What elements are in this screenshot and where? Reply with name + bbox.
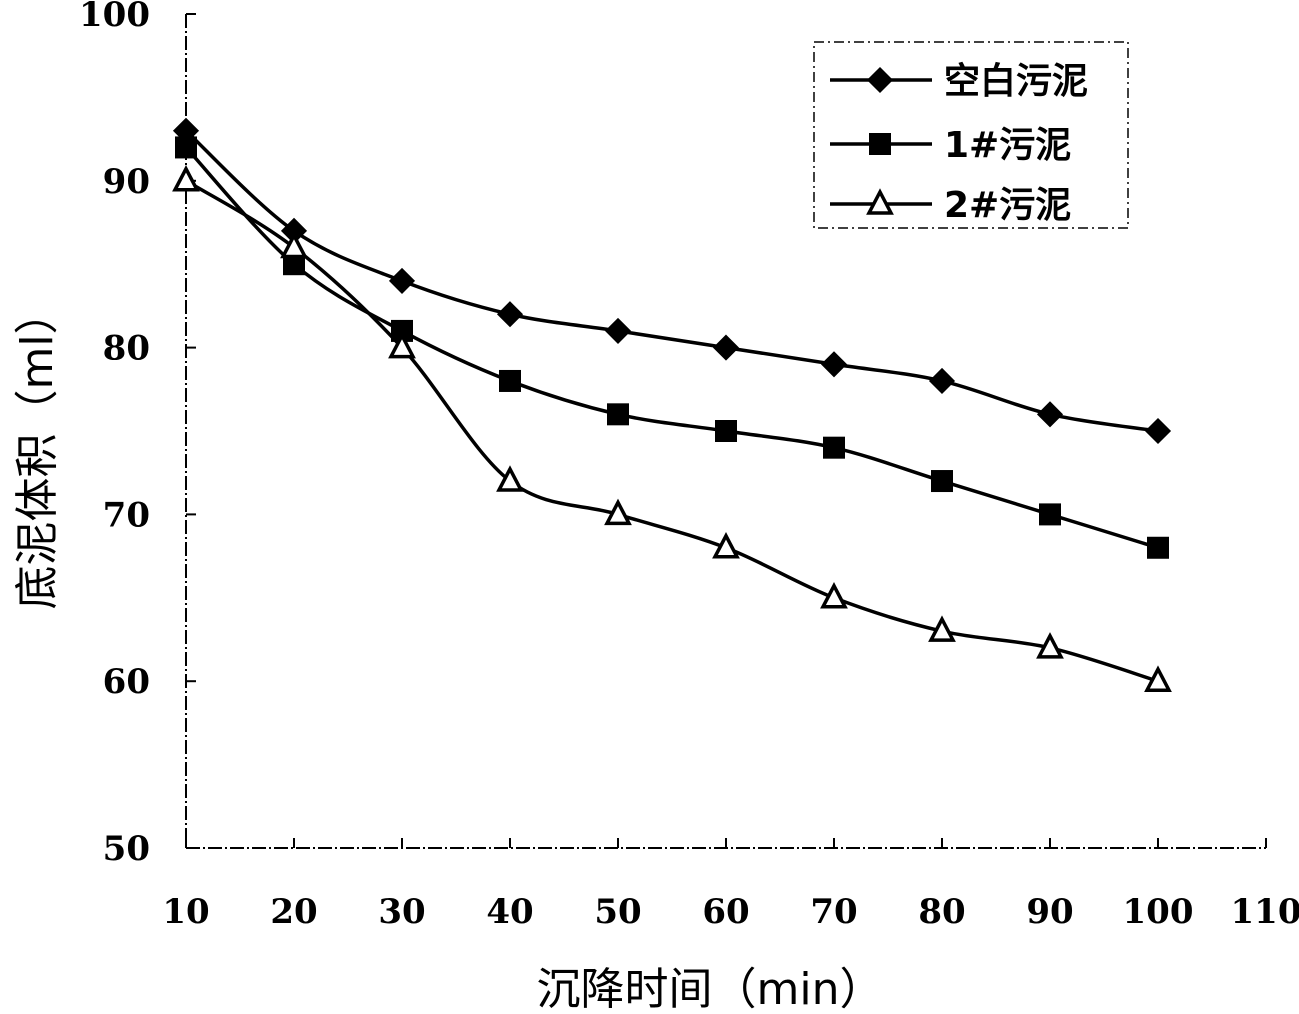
data-point [712,531,740,559]
x-axis-title: 沉降时间（min） [537,964,884,1014]
series-3 [172,165,1172,692]
data-point [283,253,305,276]
data-point [1147,536,1169,559]
legend-label: 1#污泥 [944,125,1071,166]
data-point [496,301,524,328]
data-point [1144,417,1172,445]
y-tick-label: 90 [103,162,150,202]
x-tick-label: 80 [918,892,965,932]
x-tick-label: 50 [594,892,641,932]
data-point [604,498,632,526]
legend-marker [869,133,891,155]
x-tick-label: 90 [1026,892,1073,932]
data-point [388,267,416,294]
x-tick-label: 70 [810,892,857,932]
y-tick-label: 80 [103,329,150,369]
data-point [604,317,632,344]
data-point [820,582,848,609]
data-point [175,136,197,159]
legend-item: 2#污泥 [830,185,1071,226]
data-point [496,465,524,492]
legend-box [813,41,1129,229]
y-axis-title: 底泥体积（ml） [12,290,63,609]
x-axis-ticks: 10 20 30 40 50 60 70 80 90 100 110 [162,838,1299,932]
data-point [715,420,737,442]
x-tick-label: 100 [1123,892,1194,932]
x-tick-label: 110 [1231,892,1299,932]
data-point [823,436,845,459]
legend-item: 空白污泥 [830,61,1088,102]
series-layer [172,117,1172,692]
data-point [1039,503,1061,526]
x-tick-label: 20 [270,892,317,932]
y-axis-ticks: 50 60 70 80 90 100 [79,0,196,869]
x-tick-label: 40 [486,892,533,932]
legend: 空白污泥 1#污泥 2#污泥 [813,41,1129,229]
legend-marker [866,66,894,94]
y-tick-label: 100 [79,0,150,35]
data-point [388,331,416,359]
legend-item: 1#污泥 [830,125,1071,166]
series-line [184,146,1159,550]
data-point [1144,665,1172,692]
series-2 [175,136,1169,559]
legend-label: 2#污泥 [944,185,1071,226]
x-tick-label: 10 [162,892,209,932]
data-point [931,470,953,493]
x-tick-label: 60 [702,892,749,932]
legend-label: 空白污泥 [944,61,1088,102]
series-line [184,129,1159,433]
series-line [185,179,1159,683]
x-tick-label: 30 [378,892,425,932]
data-point [607,403,629,426]
data-point [928,367,956,395]
data-point [391,319,413,342]
data-point [820,351,848,378]
legend-marker [866,188,894,215]
y-tick-label: 50 [103,829,150,869]
data-point [172,165,200,192]
data-point [928,615,956,642]
data-point [499,369,521,392]
data-point [280,231,308,259]
data-point [1036,632,1064,659]
y-tick-label: 70 [103,495,150,535]
y-tick-label: 60 [103,662,150,702]
data-point [712,334,740,361]
data-point [1036,401,1064,428]
